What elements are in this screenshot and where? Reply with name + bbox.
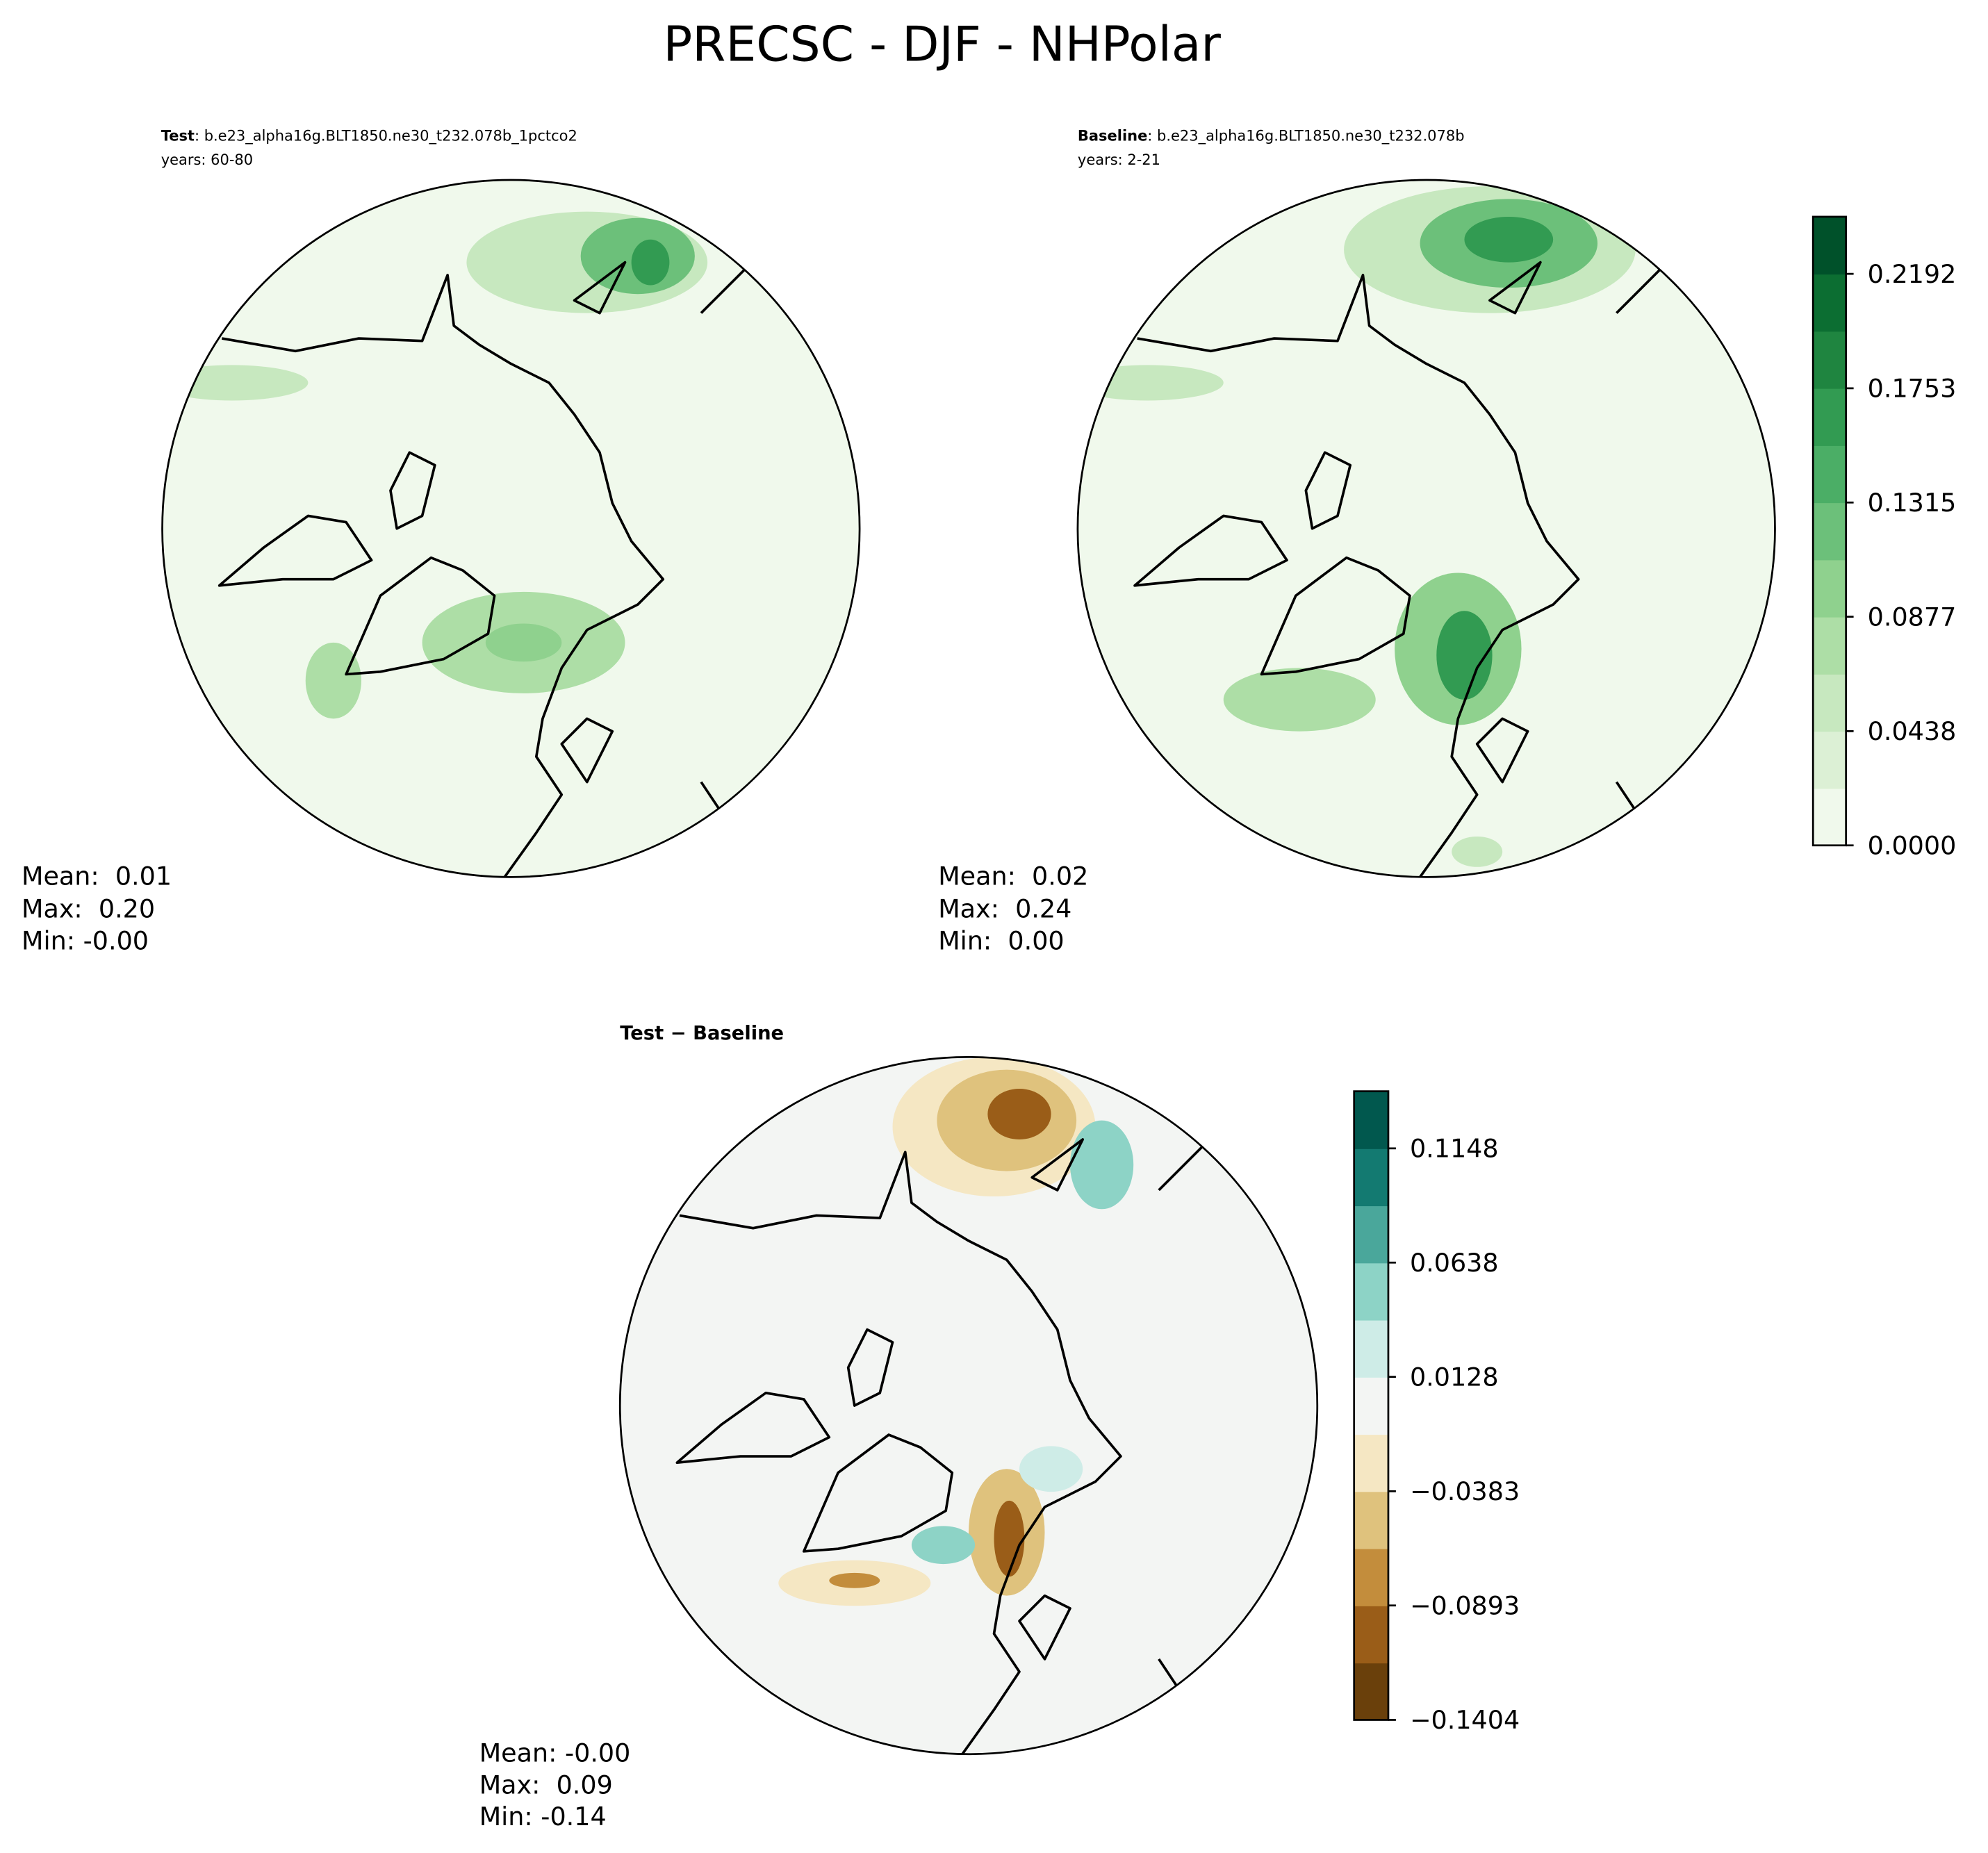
colorbar-band: [1813, 673, 1846, 732]
map-field: [778, 1057, 1134, 1606]
panel-label: Test − Baseline: [620, 1023, 784, 1044]
colorbar-band: [1813, 331, 1846, 389]
stat: Mean: -0.00: [479, 1738, 631, 1768]
colorbar-tick-label: 0.1753: [1868, 374, 1957, 404]
panel-name: Test: [161, 127, 195, 144]
colorbar-tick-label: −0.1404: [1410, 1705, 1520, 1735]
colorbar-tick-label: 0.1148: [1410, 1134, 1499, 1164]
colorbar-band: [1354, 1491, 1388, 1549]
colorbar-band: [1354, 1663, 1388, 1721]
stat: Min: 0.00: [938, 925, 1064, 955]
years: years: 2-21: [1078, 151, 1160, 168]
colorbar-band: [1354, 1091, 1388, 1149]
colorbar-tick-label: 0.0438: [1868, 716, 1957, 746]
colorbar-band: [1354, 1262, 1388, 1321]
colorbar-frame: [1353, 1090, 1390, 1721]
map-frame: [161, 179, 861, 878]
colorbar-band: [1354, 1605, 1388, 1664]
stat: Max: 0.20: [22, 894, 155, 924]
colorbar-tick-label: −0.0383: [1410, 1476, 1520, 1506]
colorbar-band: [1813, 559, 1846, 618]
map-frame: [1076, 179, 1776, 878]
stat: Mean: 0.02: [938, 861, 1088, 891]
map: [618, 1056, 1319, 1756]
colorbar-band: [1354, 1205, 1388, 1264]
colorbar-band: [1354, 1376, 1388, 1435]
panel-label: Test: b.e23_alpha16g.BLT1850.ne30_t232.0…: [161, 127, 577, 145]
stat: Mean: 0.01: [22, 861, 172, 891]
colorbar-tick-label: 0.0877: [1868, 602, 1957, 632]
colorbar-band: [1813, 388, 1846, 446]
panel-label: Baseline: b.e23_alpha16g.BLT1850.ne30_t2…: [1078, 127, 1465, 145]
colorbar-tick-label: 0.2192: [1868, 259, 1957, 289]
figure-title: PRECSC - DJF - NHPolar: [663, 17, 1221, 73]
case-name: : b.e23_alpha16g.BLT1850.ne30_t232.078b: [1147, 127, 1464, 145]
colorbar-band: [1813, 502, 1846, 561]
colorbar-band: [1354, 1148, 1388, 1207]
colorbar-band: [1813, 731, 1846, 789]
colorbar-band: [1813, 274, 1846, 332]
colorbar-tick-label: 0.0000: [1868, 831, 1957, 861]
colorbar-band: [1354, 1548, 1388, 1606]
colorbar-band: [1813, 216, 1846, 275]
colorbar-band: [1813, 788, 1846, 846]
colorbar-tick-label: −0.0893: [1410, 1591, 1520, 1621]
colorbar-tick-label: 0.0128: [1410, 1362, 1499, 1392]
case-name: : b.e23_alpha16g.BLT1850.ne30_t232.078b_…: [195, 127, 577, 145]
colorbar-frame: [1812, 215, 1848, 847]
colorbar-band: [1813, 616, 1846, 675]
map: [161, 179, 861, 878]
stat: Min: -0.14: [479, 1802, 607, 1831]
years: years: 60-80: [161, 151, 253, 168]
colorbar-band: [1813, 445, 1846, 504]
map-frame: [618, 1056, 1319, 1756]
map: [1076, 179, 1776, 878]
stat: Max: 0.24: [938, 894, 1071, 924]
stat: Max: 0.09: [479, 1770, 613, 1800]
colorbar-tick-label: 0.1315: [1868, 488, 1957, 518]
colorbar-band: [1354, 1319, 1388, 1378]
stat: Min: -0.00: [22, 925, 149, 955]
colorbar-band: [1354, 1434, 1388, 1492]
panel-name: Baseline: [1078, 127, 1147, 144]
colorbar-tick-label: 0.0638: [1410, 1248, 1499, 1278]
